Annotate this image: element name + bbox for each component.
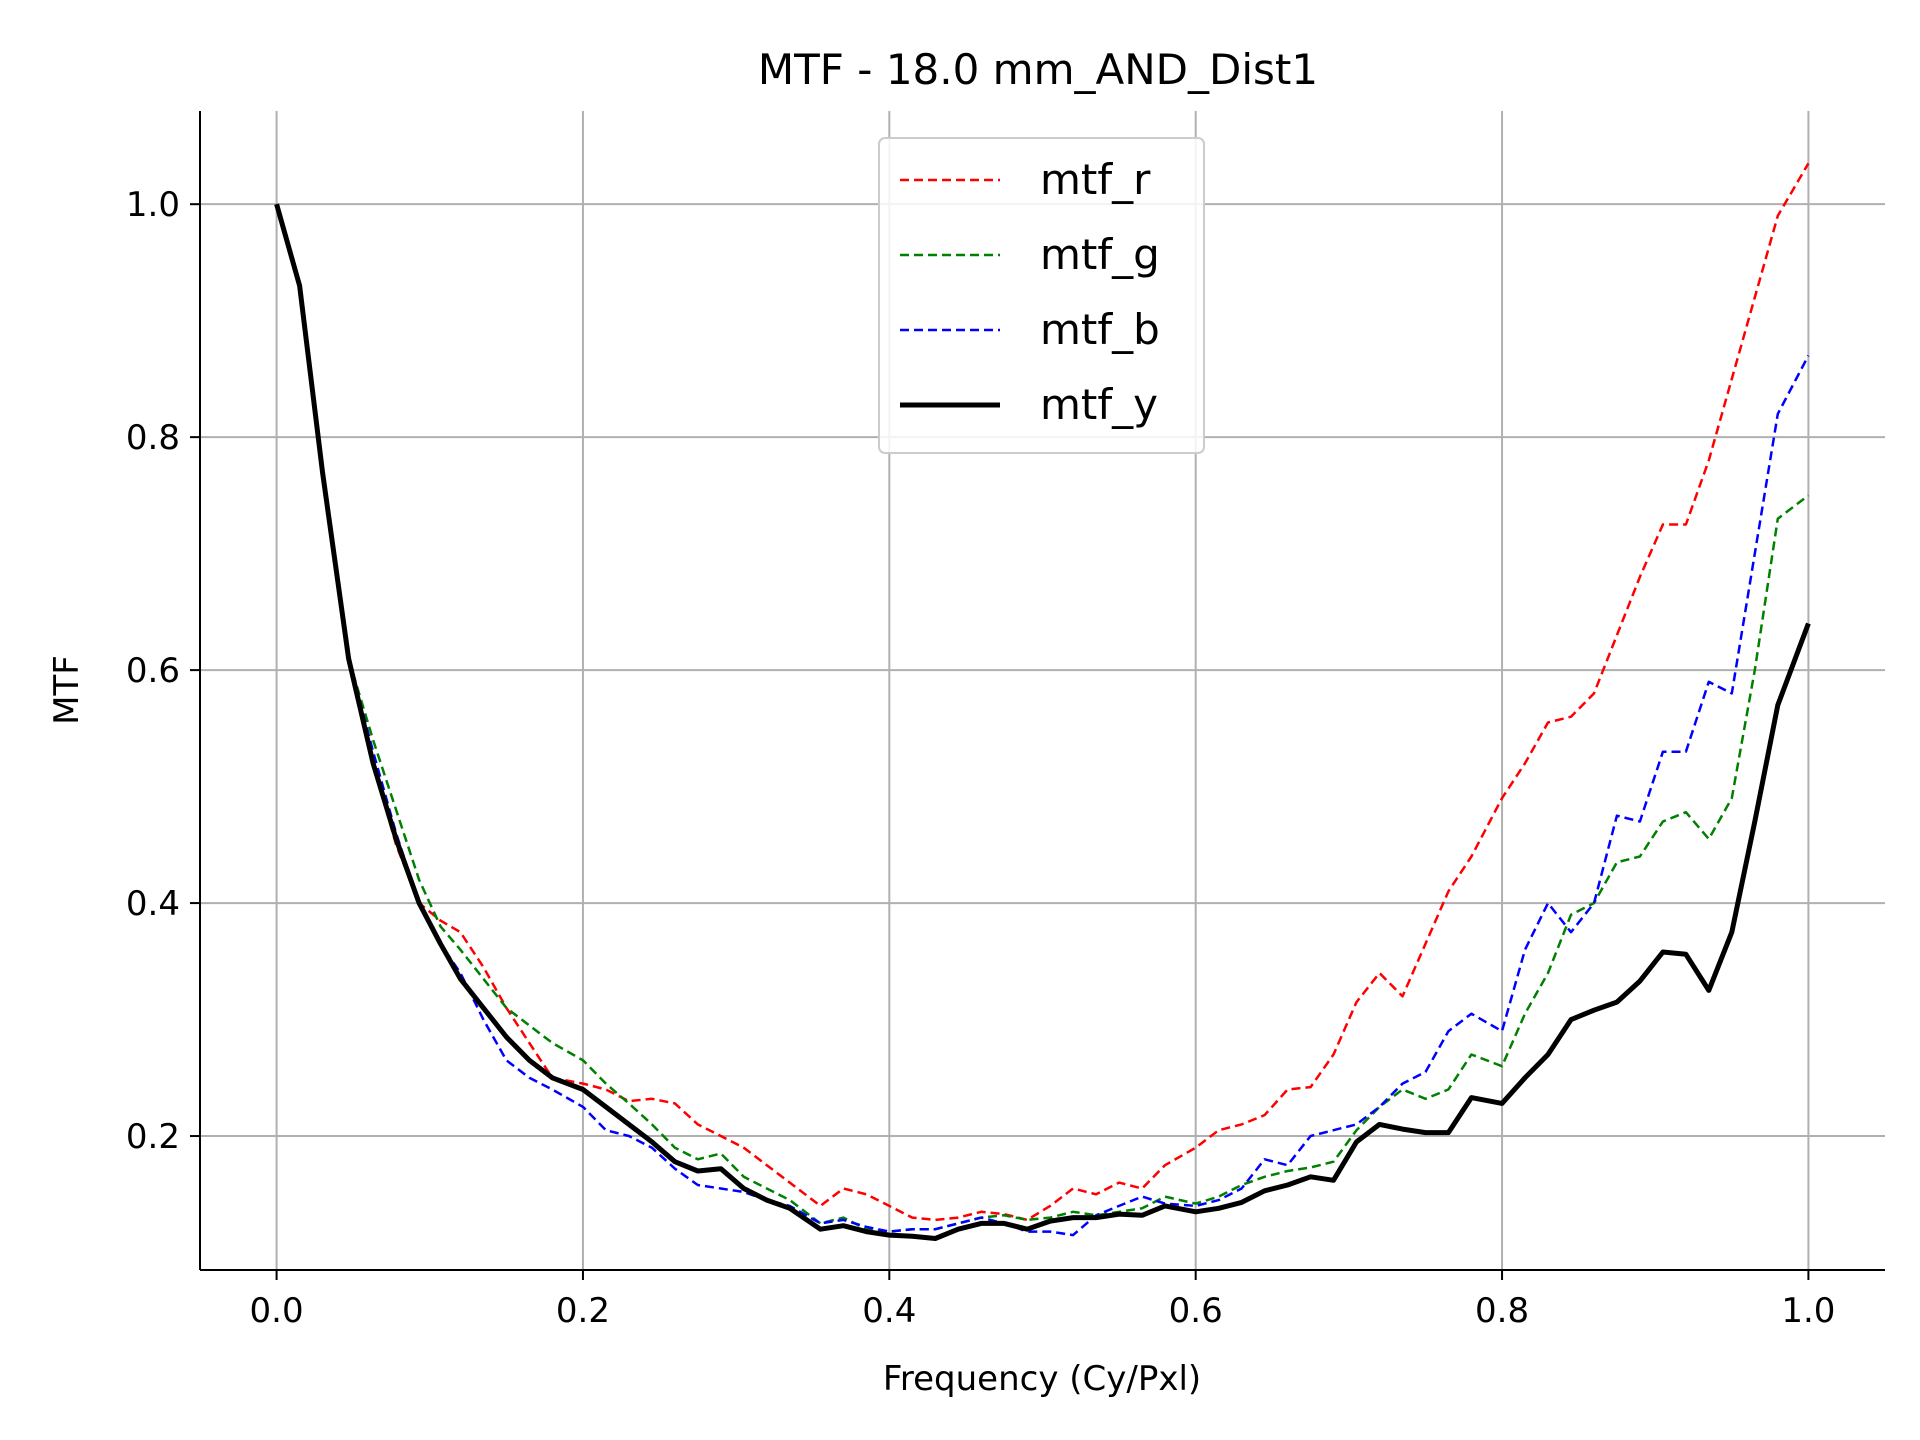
legend-box [878,137,1205,454]
y-axis-label: MTF [47,655,87,725]
y-tick-label: 0.6 [126,651,180,691]
x-tick-label: 0.2 [556,1291,610,1331]
x-tick-label: 0.0 [250,1291,304,1331]
series-line-mtf-r [275,162,1810,1222]
legend-label-mtf-g: mtf_g [1040,230,1160,279]
axes [199,111,1885,1271]
x-ticks: 0.0 0.2 0.4 0.6 0.8 1.0 [250,1270,1835,1331]
x-tick-label: 0.6 [1169,1291,1223,1331]
x-axis-label: Frequency (Cy/Pxl) [883,1359,1201,1399]
y-tick-label: 0.2 [126,1117,180,1157]
x-tick-label: 0.8 [1475,1291,1529,1331]
legend-label-mtf-y: mtf_y [1040,380,1158,429]
y-ticks: 0.2 0.4 0.6 0.8 1.0 [126,185,200,1157]
chart-title: MTF - 18.0 mm_AND_Dist1 [758,45,1318,94]
series-line-mtf-b [275,203,1810,1237]
y-tick-label: 0.4 [126,884,180,924]
y-tick-label: 1.0 [126,185,180,225]
series-line-mtf-y [274,203,1811,1241]
legend: mtf_r mtf_g mtf_b mtf_y [878,137,1205,454]
series-line-mtf-g [275,203,1810,1233]
legend-label-mtf-b: mtf_b [1040,305,1160,354]
legend-label-mtf-r: mtf_r [1040,155,1151,204]
series-lines [274,162,1811,1241]
y-tick-label: 0.8 [126,418,180,458]
x-tick-label: 1.0 [1781,1291,1835,1331]
x-tick-label: 0.4 [862,1291,916,1331]
